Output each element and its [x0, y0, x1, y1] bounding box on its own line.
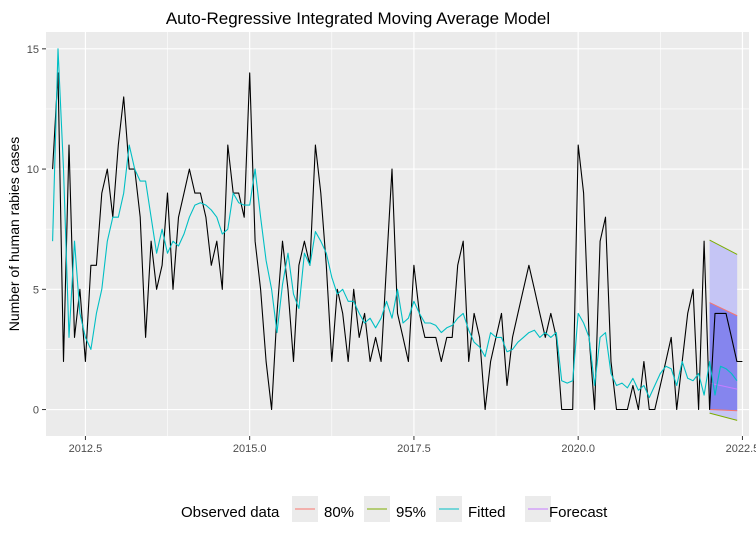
forecast-80-lower [709, 409, 738, 412]
fitted-line [52, 48, 738, 399]
x-tick-label: 2022.5 [726, 443, 756, 455]
observed-data-line [52, 72, 743, 411]
legend-label: 95% [396, 504, 426, 521]
chart-title: Auto-Regressive Integrated Moving Averag… [166, 9, 550, 28]
legend-title: Observed data [181, 504, 280, 521]
forecast-bands [709, 239, 738, 421]
grid-minor [46, 32, 749, 436]
legend-label: 80% [324, 504, 354, 521]
y-tick-label: 15 [27, 44, 39, 56]
x-tick-label: 2017.5 [397, 443, 431, 455]
x-tick-label: 2015.0 [233, 443, 267, 455]
y-tick-label: 5 [33, 284, 39, 296]
y-axis-title: Number of human rabies cases [6, 137, 22, 332]
forecast-95-upper [709, 239, 738, 255]
x-tick-label: 2020.0 [561, 443, 595, 455]
forecast-95-lower [709, 412, 738, 421]
legend-label: Forecast [549, 504, 608, 521]
y-axis: 0 5 10 15 [27, 44, 46, 417]
y-tick-label: 0 [33, 405, 39, 417]
x-axis: 2012.5 2015.0 2017.5 2020.0 2022.5 [69, 436, 756, 455]
forecast-80-band [709, 302, 738, 411]
plot-panel [46, 32, 749, 436]
legend-label: Fitted [468, 504, 506, 521]
forecast-mean-line [709, 382, 738, 390]
legend: Observed data 80% 95% Fitted Forecast [181, 496, 608, 522]
x-tick-label: 2012.5 [69, 443, 103, 455]
series-lines [52, 48, 743, 411]
forecast-80-upper [709, 302, 738, 317]
y-tick-label: 10 [27, 164, 39, 176]
